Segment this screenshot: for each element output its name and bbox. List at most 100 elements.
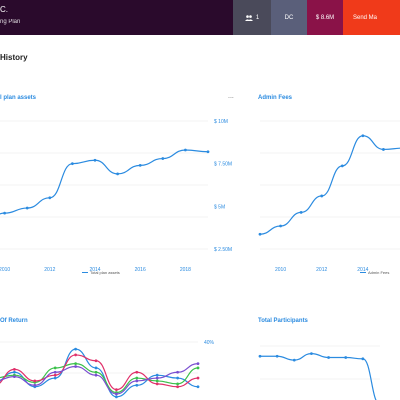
x-tick-label: 2014 xyxy=(89,267,100,273)
data-point xyxy=(74,365,77,368)
data-point xyxy=(176,382,180,386)
plan-assets-title: l plan assets xyxy=(0,95,37,101)
series-line xyxy=(259,135,400,235)
admin-fees-card: Admin Fees 2010 2012 2014 Admin Fees xyxy=(258,95,400,285)
plan-assets-card: l plan assets ... 2010 2012 2014 2016 2018 $ … xyxy=(0,93,238,285)
admin-fees-legend-label: Admin Fees xyxy=(368,270,390,275)
data-point xyxy=(115,392,118,396)
data-point xyxy=(176,376,180,380)
data-point xyxy=(53,373,57,377)
legend-swatch xyxy=(82,271,88,274)
users-button[interactable]: 1 xyxy=(233,0,271,35)
data-point xyxy=(116,172,119,176)
y-tick-label: 40% xyxy=(204,340,215,346)
data-point xyxy=(382,148,385,151)
dc-button[interactable]: DC xyxy=(271,0,307,35)
x-tick-label: 2012 xyxy=(316,267,327,273)
y-tick-label: $ 10M xyxy=(214,119,228,125)
data-point xyxy=(53,366,57,370)
rate-of-return-title: Of Return xyxy=(0,318,28,324)
legend-swatch xyxy=(360,271,366,274)
data-point xyxy=(196,385,200,389)
data-point xyxy=(361,357,365,361)
participants-card: Total Participants xyxy=(258,318,400,400)
data-point xyxy=(344,356,348,359)
data-point xyxy=(135,379,139,383)
series-line xyxy=(0,363,199,394)
series-line xyxy=(0,149,209,215)
top-bar: C. ng Plan 1 DC $ 8.6M Send Ma xyxy=(0,0,400,35)
data-point xyxy=(155,373,159,377)
users-count: 1 xyxy=(255,14,260,21)
users-icon xyxy=(244,14,253,21)
series-line xyxy=(260,353,377,400)
data-point xyxy=(196,362,200,366)
data-point xyxy=(94,359,98,363)
plan-amount-label: $ 8.6M xyxy=(315,14,335,21)
history-title: History xyxy=(0,53,28,62)
y-tick-label: $ 2.50M xyxy=(214,247,232,253)
data-point xyxy=(258,354,262,358)
data-point xyxy=(275,354,279,358)
admin-fees-legend[interactable]: Admin Fees xyxy=(360,270,389,275)
data-point xyxy=(25,206,29,210)
data-point xyxy=(135,383,139,387)
data-point xyxy=(13,370,16,374)
data-point xyxy=(135,376,139,380)
data-point xyxy=(299,210,303,214)
data-point xyxy=(327,356,330,359)
x-tick-label: 2012 xyxy=(44,267,55,273)
plan-assets-chart: 2010 2012 2014 2016 2018 $ 10M $ 7.50M $ 5M $ 2.… xyxy=(0,119,232,273)
plan-assets-legend-label: Total plan assets xyxy=(90,270,120,275)
participants-chart xyxy=(258,345,380,400)
data-point xyxy=(155,382,159,386)
data-point xyxy=(115,388,118,392)
data-point xyxy=(74,353,77,357)
x-tick-label: 2010 xyxy=(275,267,286,273)
data-point xyxy=(340,164,344,168)
plan-amount-button[interactable]: $ 8.6M xyxy=(307,0,343,35)
data-point xyxy=(48,196,52,200)
data-point xyxy=(94,373,98,377)
x-tick-label: 2010 xyxy=(0,267,10,273)
x-tick-label: 2016 xyxy=(135,267,146,273)
send-label: Send Ma xyxy=(353,14,378,21)
send-button[interactable]: Send Ma xyxy=(343,0,400,35)
plan-name: ng Plan xyxy=(0,19,21,25)
participants-title: Total Participants xyxy=(258,318,308,324)
data-point xyxy=(94,366,98,370)
data-point xyxy=(292,358,296,362)
x-tick-label: 2018 xyxy=(180,267,191,273)
admin-fees-title: Admin Fees xyxy=(258,95,293,101)
data-point xyxy=(71,162,74,166)
data-point xyxy=(53,376,57,380)
company-name: C. xyxy=(0,5,8,14)
y-tick-label: $ 7.50M xyxy=(214,162,232,168)
x-tick-label: 2014 xyxy=(357,267,368,273)
data-point xyxy=(93,158,97,162)
data-point xyxy=(13,367,16,371)
data-point xyxy=(184,148,187,152)
more-icon[interactable]: ... xyxy=(228,93,234,100)
data-point xyxy=(138,163,142,167)
dc-label: DC xyxy=(284,14,294,21)
data-point xyxy=(176,370,180,374)
data-point xyxy=(74,362,77,366)
data-point xyxy=(135,370,139,374)
data-point xyxy=(310,352,313,356)
series-line xyxy=(0,363,199,395)
data-point xyxy=(279,224,282,228)
data-point xyxy=(94,370,98,374)
rate-of-return-card: Of Return 40%20% xyxy=(0,318,238,400)
data-point xyxy=(33,379,37,383)
data-point xyxy=(53,370,57,374)
data-point xyxy=(155,379,159,383)
data-point xyxy=(176,385,180,389)
data-point xyxy=(74,347,77,351)
admin-fees-chart: 2010 2012 2014 xyxy=(258,120,400,273)
data-point xyxy=(206,150,210,154)
rate-of-return-chart: 40%20% xyxy=(0,340,215,399)
plan-assets-legend[interactable]: Total plan assets xyxy=(82,270,120,275)
data-point xyxy=(258,232,262,236)
y-tick-label: $ 5M xyxy=(214,204,225,210)
